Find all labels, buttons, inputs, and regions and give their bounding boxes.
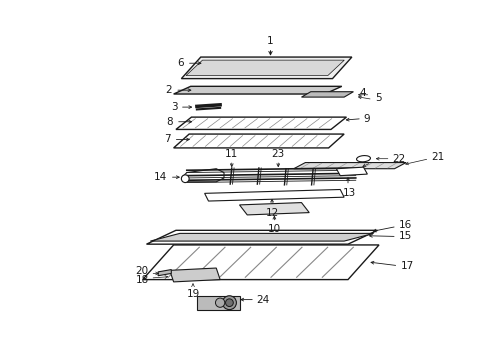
Polygon shape xyxy=(173,134,344,148)
Polygon shape xyxy=(173,86,342,94)
Text: 1: 1 xyxy=(267,36,274,46)
Text: 9: 9 xyxy=(364,114,370,123)
Polygon shape xyxy=(176,117,346,130)
Text: 8: 8 xyxy=(166,117,173,127)
Text: 23: 23 xyxy=(271,149,285,159)
Text: 4: 4 xyxy=(360,88,366,98)
Text: 24: 24 xyxy=(257,294,270,305)
Text: 11: 11 xyxy=(225,149,238,159)
Text: 14: 14 xyxy=(154,172,168,182)
Polygon shape xyxy=(240,203,309,215)
Polygon shape xyxy=(147,230,377,244)
Text: 7: 7 xyxy=(164,134,171,144)
Text: 19: 19 xyxy=(186,289,199,299)
Polygon shape xyxy=(150,233,373,241)
Polygon shape xyxy=(301,92,353,97)
Text: 16: 16 xyxy=(399,220,413,230)
Text: 3: 3 xyxy=(172,102,178,112)
Polygon shape xyxy=(205,189,344,201)
Text: 17: 17 xyxy=(401,261,414,271)
Text: 12: 12 xyxy=(266,208,279,218)
Polygon shape xyxy=(336,167,368,176)
Polygon shape xyxy=(158,270,172,276)
Text: 21: 21 xyxy=(431,152,444,162)
Polygon shape xyxy=(294,163,406,169)
Polygon shape xyxy=(186,60,344,76)
Text: 18: 18 xyxy=(136,275,149,285)
Polygon shape xyxy=(170,268,220,282)
Polygon shape xyxy=(181,57,352,78)
Text: 2: 2 xyxy=(166,85,172,95)
Text: 10: 10 xyxy=(268,224,281,234)
Circle shape xyxy=(222,296,236,310)
Text: 15: 15 xyxy=(399,231,413,242)
Text: 20: 20 xyxy=(136,266,149,276)
Circle shape xyxy=(225,299,233,306)
Circle shape xyxy=(216,298,225,307)
Polygon shape xyxy=(181,169,224,182)
Polygon shape xyxy=(197,296,240,310)
Polygon shape xyxy=(143,245,379,280)
Ellipse shape xyxy=(357,156,370,162)
Circle shape xyxy=(181,175,189,183)
Text: 13: 13 xyxy=(343,188,356,198)
Text: 5: 5 xyxy=(375,93,382,103)
Text: 22: 22 xyxy=(392,154,405,164)
Text: 6: 6 xyxy=(177,58,184,68)
